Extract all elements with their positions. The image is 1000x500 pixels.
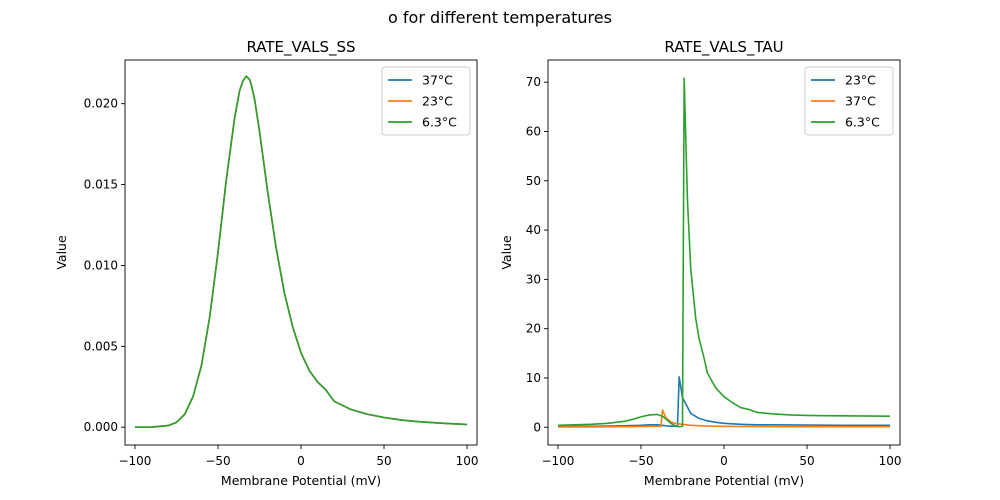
legend: 23°C 37°C 6.3°C [804, 66, 894, 136]
chart-title: RATE_VALS_SS [246, 38, 355, 57]
legend: 37°C 23°C 6.3°C [381, 66, 471, 136]
series-line-6-3-c [557, 77, 891, 428]
series-group [134, 75, 468, 429]
y-axis-label: Value [499, 235, 514, 270]
x-axis-label: Membrane Potential (mV) [644, 473, 804, 488]
x-tick-label: −100 [118, 454, 151, 468]
y-tick-label: 0 [533, 420, 541, 434]
legend-label: 23°C [845, 73, 876, 88]
legend-label: 6.3°C [845, 115, 880, 130]
legend-label: 23°C [422, 94, 453, 109]
legend-label: 37°C [422, 73, 453, 88]
legend-label: 6.3°C [422, 115, 457, 130]
y-tick-label: 50 [526, 174, 541, 188]
series-line-23-c [557, 376, 891, 428]
y-tick-label: 20 [526, 322, 541, 336]
legend-box [804, 66, 894, 136]
x-tick-label: −100 [541, 454, 574, 468]
x-tick-label: 0 [720, 454, 728, 468]
y-tick-label: 0.020 [84, 97, 118, 111]
x-tick-label: 100 [879, 454, 902, 468]
y-tick-label: 0.015 [84, 178, 118, 192]
series-line-37-c [557, 409, 891, 428]
series-group [557, 77, 891, 428]
x-axis-label: Membrane Potential (mV) [221, 473, 381, 488]
x-tick-label: −50 [205, 454, 230, 468]
panel-rate-vals-tau: RATE_VALS_TAU −100 −50 0 50 100 0 10 20 30 40 50 60 7… [499, 38, 901, 488]
x-tick-label: −50 [628, 454, 653, 468]
panel-rate-vals-ss: RATE_VALS_SS −100 −50 0 50 100 0.000 0.005 0.010… [54, 38, 478, 488]
y-tick-label: 60 [526, 124, 541, 138]
chart-title: RATE_VALS_TAU [664, 38, 783, 57]
legend-label: 37°C [845, 94, 876, 109]
x-tick-label: 50 [799, 454, 814, 468]
y-axis-label: Value [54, 235, 69, 270]
x-tick-label: 0 [297, 454, 305, 468]
y-tick-label: 0.005 [84, 339, 118, 353]
series-line-6-3-c [134, 75, 468, 429]
y-tick-label: 70 [526, 75, 541, 89]
legend-box [381, 66, 471, 136]
y-tick-label: 40 [526, 223, 541, 237]
x-tick-label: 50 [376, 454, 391, 468]
y-tick-label: 10 [526, 371, 541, 385]
figure-suptitle: o for different temperatures [388, 8, 612, 27]
y-tick-label: 0.000 [84, 420, 118, 434]
y-tick-label: 30 [526, 272, 541, 286]
x-tick-label: 100 [456, 454, 479, 468]
y-tick-label: 0.010 [84, 258, 118, 272]
